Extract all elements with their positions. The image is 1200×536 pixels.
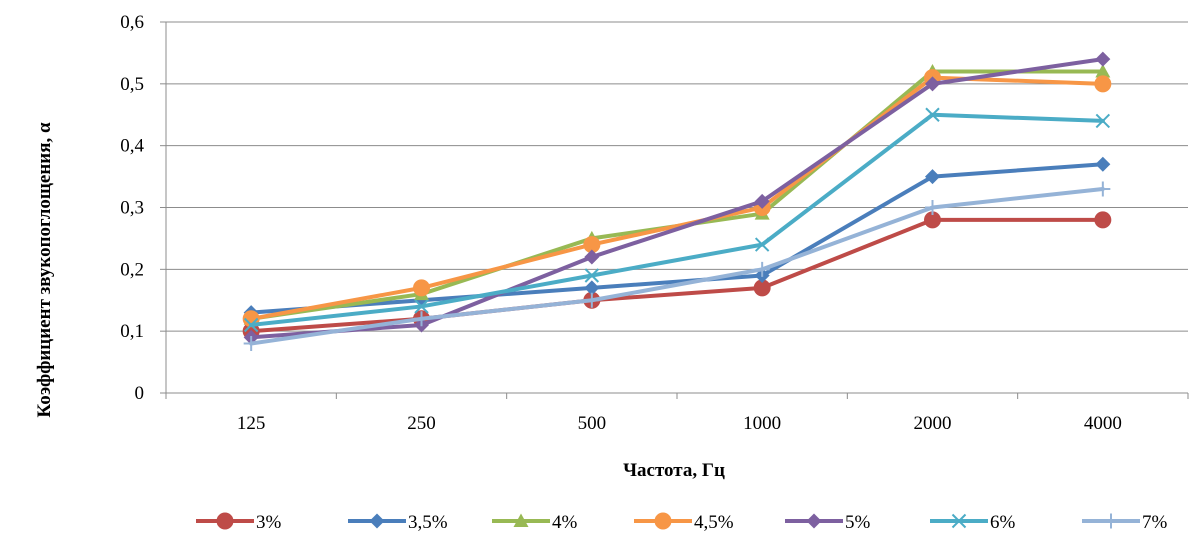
series-line bbox=[249, 217, 1105, 334]
legend-item: 7% bbox=[1082, 512, 1168, 533]
series-line bbox=[249, 186, 1105, 346]
data-point bbox=[584, 268, 600, 283]
data-point bbox=[925, 200, 940, 215]
legend-label: 3,5% bbox=[408, 512, 448, 533]
legend-item: 5% bbox=[785, 512, 871, 533]
legend-label: 6% bbox=[990, 512, 1016, 533]
data-point bbox=[925, 76, 940, 92]
legend-marker bbox=[216, 512, 234, 530]
legend-label: 7% bbox=[1142, 512, 1168, 533]
legend-marker bbox=[654, 512, 672, 530]
data-point bbox=[1094, 211, 1112, 229]
data-point bbox=[1095, 156, 1111, 172]
axes bbox=[160, 21, 1189, 399]
data-point bbox=[1095, 51, 1111, 67]
series-3 bbox=[242, 69, 1112, 328]
legend-marker bbox=[513, 513, 529, 527]
legend-item: 3,5% bbox=[348, 512, 448, 533]
x-tick-label: 125 bbox=[237, 413, 266, 434]
legend-marker bbox=[951, 513, 967, 529]
data-point bbox=[925, 169, 940, 185]
x-tick-labels: 125 250 500 1000 2000 4000 bbox=[237, 413, 1122, 434]
legend-label: 5% bbox=[845, 512, 871, 533]
data-point bbox=[243, 336, 259, 352]
data-point bbox=[584, 280, 600, 296]
x-axis-title: Частота, Гц bbox=[623, 460, 725, 481]
legend-label: 4,5% bbox=[694, 512, 734, 533]
series-5 bbox=[243, 107, 1111, 333]
data-point bbox=[1095, 113, 1111, 129]
x-tick-label: 250 bbox=[407, 413, 436, 434]
legend-item: 6% bbox=[930, 512, 1016, 533]
legend-marker bbox=[369, 513, 385, 529]
x-tick-label: 1000 bbox=[743, 413, 781, 434]
data-point bbox=[584, 292, 600, 308]
data-point bbox=[413, 279, 430, 297]
y-tick-label: 0 bbox=[135, 383, 145, 404]
y-tick-label: 0,4 bbox=[120, 136, 144, 157]
legend-marker bbox=[806, 513, 822, 529]
x-tick-label: 2000 bbox=[914, 413, 952, 434]
data-point bbox=[243, 317, 259, 333]
series-line bbox=[249, 57, 1105, 340]
series-lines bbox=[242, 51, 1112, 352]
series-line bbox=[249, 112, 1105, 327]
data-point bbox=[414, 311, 429, 327]
legend-label: 4% bbox=[552, 512, 578, 533]
y-tick-labels: 0 0,1 0,2 0,3 0,4 0,5 0,6 bbox=[120, 12, 144, 404]
data-point bbox=[584, 249, 600, 265]
series-6 bbox=[243, 181, 1111, 352]
legend-item: 3% bbox=[196, 512, 282, 533]
data-point bbox=[1095, 181, 1111, 197]
data-point bbox=[754, 237, 770, 252]
series-line bbox=[249, 162, 1105, 315]
y-tick-label: 0,5 bbox=[120, 74, 144, 95]
data-point bbox=[1094, 75, 1112, 93]
y-axis-title: Коэффициент звукопоглощения, α bbox=[34, 122, 55, 418]
legend-item: 4% bbox=[492, 512, 578, 533]
legend: 3% 3,5% 4% 4,5% 5% 6% 7% bbox=[196, 512, 1168, 533]
legend-item: 4,5% bbox=[634, 512, 734, 533]
legend-label: 3% bbox=[256, 512, 282, 533]
data-point bbox=[754, 261, 770, 277]
data-point bbox=[754, 193, 770, 209]
data-point bbox=[414, 299, 429, 314]
y-tick-label: 0,6 bbox=[120, 12, 144, 33]
legend-marker bbox=[1103, 513, 1119, 529]
y-tick-label: 0,2 bbox=[120, 259, 144, 280]
data-point bbox=[1095, 63, 1111, 78]
gridlines bbox=[166, 21, 1188, 332]
x-tick-label: 4000 bbox=[1084, 413, 1122, 434]
data-point bbox=[925, 107, 940, 122]
y-tick-label: 0,3 bbox=[120, 198, 144, 219]
y-tick-label: 0,1 bbox=[120, 321, 144, 342]
x-tick-label: 500 bbox=[578, 413, 607, 434]
